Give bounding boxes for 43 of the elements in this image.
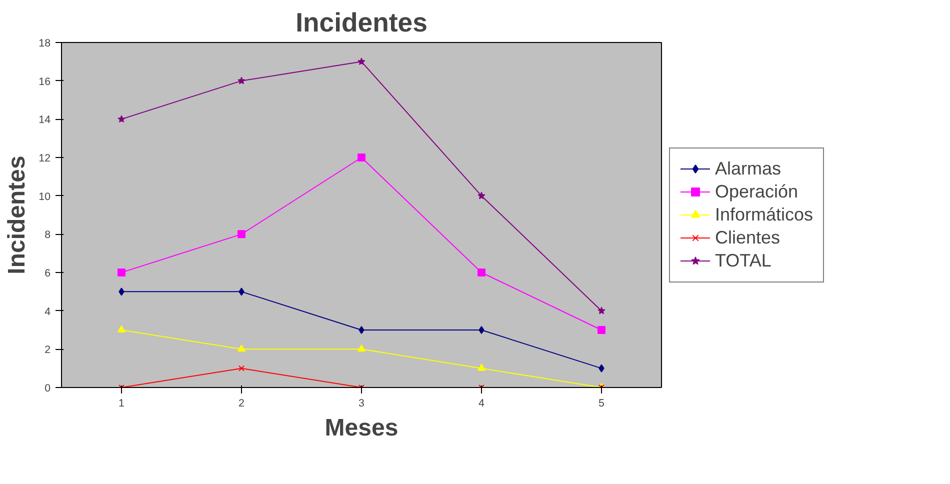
point bbox=[118, 268, 126, 276]
x-tick-label: 1 bbox=[118, 398, 125, 410]
legend-label: Clientes bbox=[715, 227, 780, 248]
x-tick-label: 5 bbox=[598, 398, 605, 410]
point bbox=[118, 115, 126, 122]
point bbox=[238, 76, 246, 84]
y-tick-label: 4 bbox=[44, 306, 51, 318]
y-tick-label: 6 bbox=[44, 268, 51, 280]
legend-label: Operación bbox=[715, 181, 798, 202]
y-tick-label: 0 bbox=[44, 382, 51, 394]
point bbox=[478, 268, 486, 276]
legend-label: Alarmas bbox=[715, 158, 782, 179]
point bbox=[118, 288, 124, 296]
x-tick-label: 3 bbox=[358, 398, 365, 410]
point bbox=[358, 344, 366, 352]
chart-title: Incidentes bbox=[296, 8, 428, 38]
y-tick-label: 2 bbox=[44, 344, 51, 356]
point bbox=[478, 192, 486, 200]
x-tick-label: 4 bbox=[478, 398, 485, 410]
point bbox=[238, 230, 246, 238]
point bbox=[238, 365, 244, 372]
point bbox=[238, 344, 246, 352]
point bbox=[358, 154, 366, 162]
legend-label: TOTAL bbox=[715, 250, 772, 271]
y-tick-label: 12 bbox=[38, 152, 51, 164]
y-tick-label: 18 bbox=[38, 38, 51, 50]
legend-label: Informáticos bbox=[715, 204, 814, 225]
point bbox=[598, 306, 606, 314]
point bbox=[358, 58, 366, 65]
point bbox=[478, 326, 484, 334]
y-tick-label: 16 bbox=[38, 76, 51, 88]
x-axis-title: Meses bbox=[324, 414, 398, 442]
point bbox=[118, 325, 126, 333]
y-axis-title: Incidentes bbox=[4, 156, 31, 274]
point bbox=[358, 326, 364, 334]
point bbox=[238, 288, 244, 296]
point bbox=[598, 326, 606, 334]
point bbox=[478, 364, 486, 371]
y-tick-label: 14 bbox=[38, 114, 51, 126]
y-tick-label: 10 bbox=[38, 190, 51, 203]
y-tick-label: 8 bbox=[44, 229, 51, 242]
x-tick-label: 2 bbox=[238, 398, 245, 410]
point bbox=[598, 364, 604, 372]
